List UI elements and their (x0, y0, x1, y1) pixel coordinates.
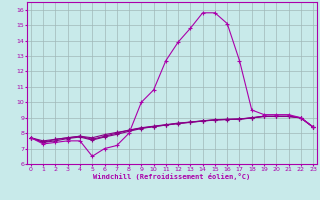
X-axis label: Windchill (Refroidissement éolien,°C): Windchill (Refroidissement éolien,°C) (93, 173, 251, 180)
